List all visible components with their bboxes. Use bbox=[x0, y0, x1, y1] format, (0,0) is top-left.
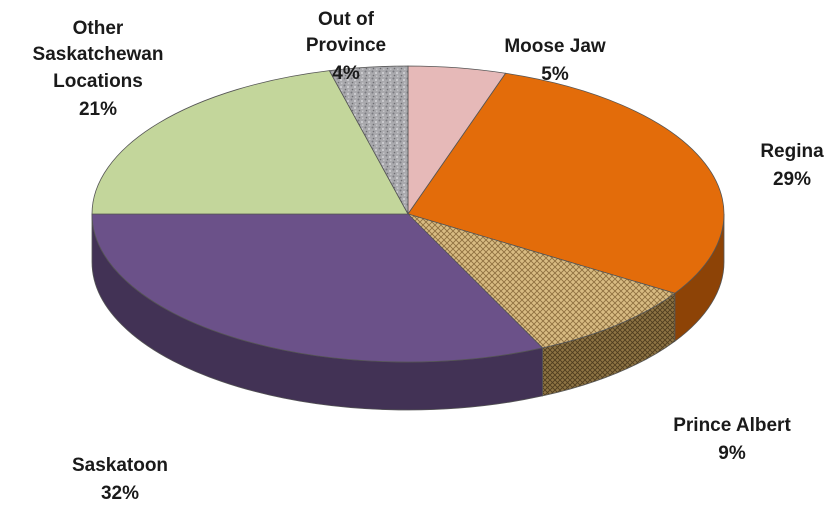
pie-slice-other-saskatchewan-locations bbox=[91, 70, 409, 215]
slice-percent-label: 32% bbox=[101, 483, 139, 504]
slice-category-label: Out of bbox=[318, 9, 375, 30]
slice-label-out-of-province: Out of Province 4% bbox=[306, 9, 386, 84]
slice-label-moose-jaw: Moose Jaw 5% bbox=[504, 36, 606, 85]
slice-label-other-saskatchewan-locations: Other Saskatchewan Locations 21% bbox=[33, 18, 164, 120]
slice-percent-label: 29% bbox=[773, 169, 811, 190]
slice-category-label: Other bbox=[73, 18, 124, 39]
pie-slice-prince-albert bbox=[407, 213, 676, 349]
slice-category-label: Locations bbox=[53, 71, 143, 92]
slice-percent-label: 4% bbox=[332, 63, 360, 84]
slice-category-label: Saskatchewan bbox=[33, 44, 164, 65]
slice-percent-label: 21% bbox=[79, 99, 117, 120]
slice-category-label: Saskatoon bbox=[72, 455, 168, 476]
slice-category-label: Regina bbox=[760, 141, 824, 162]
slice-category-label: Province bbox=[306, 35, 386, 56]
slice-percent-label: 5% bbox=[541, 64, 569, 85]
slice-category-label: Moose Jaw bbox=[504, 36, 606, 57]
slice-label-regina: Regina 29% bbox=[760, 141, 824, 190]
slice-label-saskatoon: Saskatoon 32% bbox=[72, 455, 168, 504]
slice-category-label: Prince Albert bbox=[673, 415, 791, 436]
pie-slice-out-of-province bbox=[328, 65, 409, 215]
slice-percent-label: 9% bbox=[718, 443, 746, 464]
pie-slice-regina bbox=[407, 72, 725, 294]
pie-slice-saskatoon bbox=[91, 213, 544, 363]
slice-label-prince-albert: Prince Albert 9% bbox=[673, 415, 791, 464]
